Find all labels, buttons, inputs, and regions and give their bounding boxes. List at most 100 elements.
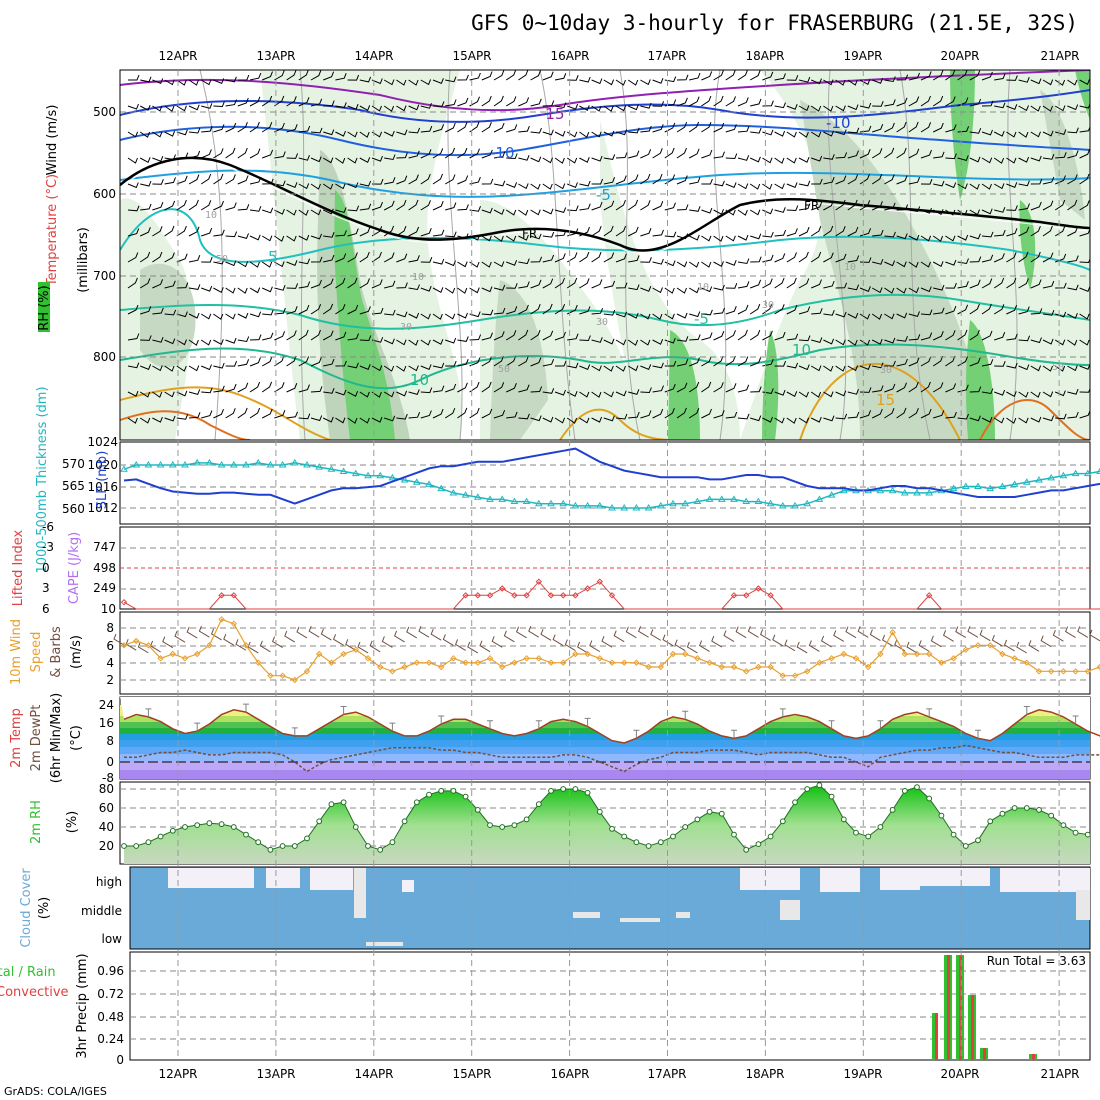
- wind-barb: [261, 356, 273, 367]
- wind-barb: [347, 277, 358, 289]
- wind-barb: [420, 173, 431, 185]
- wind-barb: [603, 338, 615, 345]
- wind-barb: [981, 157, 993, 164]
- bottom-date-label: 20APR: [940, 1067, 979, 1081]
- wind-barb: [1006, 305, 1018, 315]
- wind-barb: [530, 183, 541, 190]
- wind-barb: [969, 128, 982, 134]
- wind-barb: [932, 122, 944, 133]
- wind-barb: [993, 253, 1005, 263]
- surface-wind-barb: [235, 639, 247, 651]
- wind-barb: [152, 131, 163, 138]
- wind-barb: [1018, 180, 1030, 187]
- wind-barb: [274, 355, 285, 367]
- wind-barb: [445, 337, 457, 344]
- wind-barb: [1006, 228, 1018, 237]
- wind-barb: [554, 130, 566, 137]
- rh-point: [1011, 805, 1018, 811]
- wind-barb: [493, 122, 505, 133]
- wind-barb: [701, 71, 713, 81]
- wind-barb: [615, 311, 628, 318]
- lifted-index-point: [511, 592, 518, 599]
- surface-wind-barb: [503, 630, 515, 643]
- wind-barb: [530, 127, 542, 134]
- wind-barb: [164, 225, 175, 237]
- wind-barb: [237, 382, 249, 393]
- wind-barb: [713, 261, 724, 268]
- wind-barb: [981, 330, 993, 341]
- temperature-axis-label: Temperature (°C): [45, 174, 60, 287]
- wind-barb: [567, 333, 579, 341]
- wind-barb: [1018, 251, 1029, 263]
- wind-barb: [139, 251, 151, 263]
- wind-barb: [835, 339, 846, 346]
- contour-labels: -15 -10 -10 -5 5 -5 10 10 15 FR FR 10 50…: [205, 105, 1064, 409]
- wind-barb: [322, 183, 334, 190]
- wind-barb: [981, 388, 994, 395]
- wind-barb: [591, 365, 602, 372]
- wind-barb: [225, 147, 236, 159]
- wind-barb: [750, 98, 762, 107]
- wind-barb: [249, 287, 261, 294]
- wind-barb: [737, 234, 749, 241]
- thickness-point: [998, 482, 1007, 489]
- wind-barb: [457, 336, 469, 342]
- thickness-point: [913, 488, 921, 496]
- wind-barb: [640, 79, 651, 86]
- pressure-panel-frame: [119, 441, 1091, 525]
- wind-barb: [579, 335, 591, 342]
- thickness-point: [364, 471, 372, 479]
- temp-maxmin-marker: [535, 720, 542, 729]
- cape-tick: 249: [93, 581, 116, 595]
- wind-barb: [957, 70, 968, 81]
- wind-barb: [213, 78, 225, 85]
- clear-sky-gap: [880, 868, 920, 890]
- wind-barb: [859, 286, 871, 292]
- wind-barb: [457, 233, 469, 240]
- wind-barb: [1092, 124, 1100, 132]
- thickness-point: [1071, 469, 1080, 477]
- wind-barb: [408, 79, 419, 86]
- wind-barb: [554, 331, 566, 341]
- wind-barb: [1018, 335, 1031, 342]
- wind-barb: [786, 75, 799, 81]
- wind-speed-point: [437, 663, 445, 671]
- wind-barb: [859, 410, 872, 419]
- rh-point: [328, 801, 335, 808]
- wind-barb: [945, 235, 956, 242]
- thickness-point: [473, 493, 482, 500]
- precip-bar-convective: [935, 1013, 938, 1060]
- wind-barb: [371, 178, 384, 185]
- precip-grid: [130, 970, 1090, 1040]
- wind-barb: [530, 98, 542, 107]
- clear-sky-gap: [1000, 868, 1090, 892]
- wind-barb: [932, 331, 944, 341]
- wind-barb: [1030, 178, 1043, 185]
- wind-barb: [798, 203, 811, 211]
- surface-wind-barb: [967, 626, 979, 638]
- upper-wind-barbs: [127, 70, 1100, 424]
- wind-barb: [627, 365, 639, 372]
- wind-barb: [823, 79, 834, 86]
- wind-barb: [1018, 417, 1029, 424]
- wind-barb: [554, 253, 566, 263]
- wind-barb: [481, 309, 494, 316]
- wind-barb: [896, 336, 908, 342]
- rh-point: [731, 831, 737, 838]
- wind-barb: [1067, 411, 1079, 419]
- wind-barb: [1092, 174, 1100, 184]
- wind-barb: [1030, 391, 1041, 398]
- wind-barb: [493, 180, 506, 187]
- wind-barb: [1030, 201, 1042, 211]
- wind-barb: [420, 285, 432, 292]
- wind-barb: [420, 200, 431, 211]
- wind-barb: [847, 365, 859, 372]
- thickness-point: [717, 495, 726, 502]
- thickness-point: [425, 480, 433, 487]
- wind-barb: [798, 391, 809, 398]
- wind-barb: [383, 225, 395, 237]
- wind-speed-point: [962, 646, 970, 653]
- wind-barb: [1042, 310, 1055, 316]
- wind-barb: [481, 381, 492, 393]
- wind-barb: [847, 255, 860, 263]
